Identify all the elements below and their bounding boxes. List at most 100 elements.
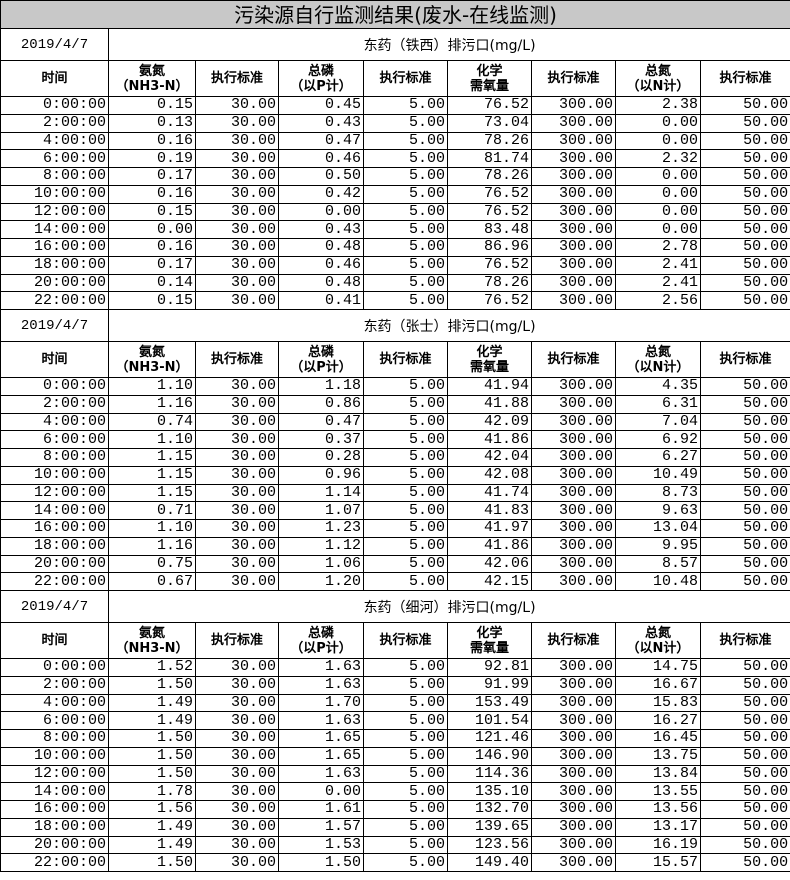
value-cell: 50.00 xyxy=(699,202,790,222)
value-cell: 153.49 xyxy=(447,693,532,713)
value-cell: 300.00 xyxy=(531,693,616,713)
table-row: 8:00:00 0.17 30.00 0.50 5.00 78.26 300.00 0.00 5… xyxy=(0,167,790,186)
value-cell: 300.00 xyxy=(531,291,616,310)
value-cell: 1.15 xyxy=(108,465,196,485)
value-cell: 0.13 xyxy=(108,113,196,133)
value-cell: 1.50 xyxy=(108,764,196,784)
value-cell: 1.20 xyxy=(278,572,364,591)
value-cell: 5.00 xyxy=(363,536,448,556)
value-cell: 50.00 xyxy=(699,746,790,766)
table-row: 20:00:00 0.75 30.00 1.06 5.00 42.06 300.00 8.57… xyxy=(0,554,790,574)
value-cell: 13.84 xyxy=(615,764,701,784)
value-cell: 0.47 xyxy=(278,131,364,151)
value-cell: 5.00 xyxy=(363,96,448,115)
time-cell: 18:00:00 xyxy=(0,817,109,837)
table-row: 4:00:00 0.16 30.00 0.47 5.00 78.26 300.00 0.00 5… xyxy=(0,131,790,151)
value-cell: 300.00 xyxy=(531,184,616,204)
value-cell: 50.00 xyxy=(699,572,790,591)
column-header: 执行标准 xyxy=(531,622,616,659)
section-header: 2019/4/7 东药（铁西）排污口(mg/L) xyxy=(0,28,790,61)
value-cell: 1.65 xyxy=(278,729,364,748)
time-cell: 10:00:00 xyxy=(0,184,109,204)
value-cell: 50.00 xyxy=(699,220,790,239)
value-cell: 5.00 xyxy=(363,149,448,168)
value-cell: 300.00 xyxy=(531,746,616,766)
value-cell: 1.06 xyxy=(278,554,364,574)
value-cell: 2.32 xyxy=(615,149,701,168)
value-cell: 300.00 xyxy=(531,519,616,538)
table-row: 0:00:00 1.10 30.00 1.18 5.00 41.94 300.00 4.35 5… xyxy=(0,377,790,396)
value-cell: 0.50 xyxy=(278,167,364,186)
value-cell: 5.00 xyxy=(363,782,448,801)
time-cell: 20:00:00 xyxy=(0,835,109,855)
value-cell: 5.00 xyxy=(363,202,448,222)
value-cell: 0.00 xyxy=(615,220,701,239)
column-header-row: 时间 氨氮 （NH3-N） 执行标准 总磷 （以P计） 执行标准 化学 需氧量 执行标准 总氮 （以N… xyxy=(0,341,790,378)
time-cell: 0:00:00 xyxy=(0,377,109,396)
value-cell: 300.00 xyxy=(531,658,616,677)
table-row: 8:00:00 1.50 30.00 1.65 5.00 121.46 300.00 16.4… xyxy=(0,729,790,748)
value-cell: 30.00 xyxy=(195,483,279,503)
column-header: 执行标准 xyxy=(195,60,279,97)
column-header: 时间 xyxy=(0,341,109,378)
value-cell: 10.49 xyxy=(615,465,701,485)
column-header: 执行标准 xyxy=(195,622,279,659)
value-cell: 1.63 xyxy=(278,764,364,784)
table-row: 12:00:00 1.15 30.00 1.14 5.00 41.74 300.00 8.73… xyxy=(0,483,790,503)
table-row: 8:00:00 1.15 30.00 0.28 5.00 42.04 300.00 6.27 5… xyxy=(0,448,790,467)
value-cell: 0.48 xyxy=(278,238,364,257)
time-cell: 0:00:00 xyxy=(0,96,109,115)
value-cell: 1.63 xyxy=(278,675,364,695)
value-cell: 50.00 xyxy=(699,238,790,257)
value-cell: 2.41 xyxy=(615,273,701,293)
section-header: 2019/4/7 东药（细河）排污口(mg/L) xyxy=(0,590,790,623)
table-row: 2:00:00 1.50 30.00 1.63 5.00 91.99 300.00 16.67… xyxy=(0,675,790,695)
value-cell: 5.00 xyxy=(363,377,448,396)
table-row: 12:00:00 0.15 30.00 0.00 5.00 76.52 300.00 0.00… xyxy=(0,202,790,222)
value-cell: 30.00 xyxy=(195,273,279,293)
column-header: 执行标准 xyxy=(195,341,279,378)
value-cell: 5.00 xyxy=(363,764,448,784)
value-cell: 0.00 xyxy=(108,220,196,239)
value-cell: 30.00 xyxy=(195,536,279,556)
value-cell: 0.43 xyxy=(278,220,364,239)
value-cell: 0.00 xyxy=(615,113,701,133)
value-cell: 1.61 xyxy=(278,800,364,819)
value-cell: 1.56 xyxy=(108,800,196,819)
value-cell: 0.71 xyxy=(108,501,196,520)
value-cell: 2.38 xyxy=(615,96,701,115)
value-cell: 1.14 xyxy=(278,483,364,503)
value-cell: 30.00 xyxy=(195,430,279,449)
value-cell: 146.90 xyxy=(447,746,532,766)
value-cell: 1.57 xyxy=(278,817,364,837)
value-cell: 13.55 xyxy=(615,782,701,801)
value-cell: 1.50 xyxy=(108,675,196,695)
value-cell: 41.94 xyxy=(447,377,532,396)
value-cell: 30.00 xyxy=(195,711,279,730)
value-cell: 30.00 xyxy=(195,255,279,275)
table-row: 16:00:00 0.16 30.00 0.48 5.00 86.96 300.00 2.78… xyxy=(0,238,790,257)
column-header: 氨氮 （NH3-N） xyxy=(108,60,196,97)
value-cell: 30.00 xyxy=(195,167,279,186)
value-cell: 5.00 xyxy=(363,483,448,503)
table-row: 20:00:00 0.14 30.00 0.48 5.00 78.26 300.00 2.41… xyxy=(0,273,790,293)
value-cell: 5.00 xyxy=(363,255,448,275)
value-cell: 16.67 xyxy=(615,675,701,695)
table-row: 6:00:00 1.10 30.00 0.37 5.00 41.86 300.00 6.92 5… xyxy=(0,430,790,449)
value-cell: 300.00 xyxy=(531,835,616,855)
value-cell: 30.00 xyxy=(195,817,279,837)
table-row: 10:00:00 0.16 30.00 0.42 5.00 76.52 300.00 0.00… xyxy=(0,184,790,204)
value-cell: 50.00 xyxy=(699,149,790,168)
value-cell: 10.48 xyxy=(615,572,701,591)
value-cell: 30.00 xyxy=(195,412,279,432)
time-cell: 2:00:00 xyxy=(0,675,109,695)
value-cell: 41.74 xyxy=(447,483,532,503)
time-cell: 4:00:00 xyxy=(0,693,109,713)
value-cell: 1.50 xyxy=(108,746,196,766)
value-cell: 300.00 xyxy=(531,782,616,801)
value-cell: 30.00 xyxy=(195,96,279,115)
value-cell: 0.67 xyxy=(108,572,196,591)
time-cell: 22:00:00 xyxy=(0,291,109,310)
value-cell: 0.16 xyxy=(108,131,196,151)
value-cell: 30.00 xyxy=(195,519,279,538)
